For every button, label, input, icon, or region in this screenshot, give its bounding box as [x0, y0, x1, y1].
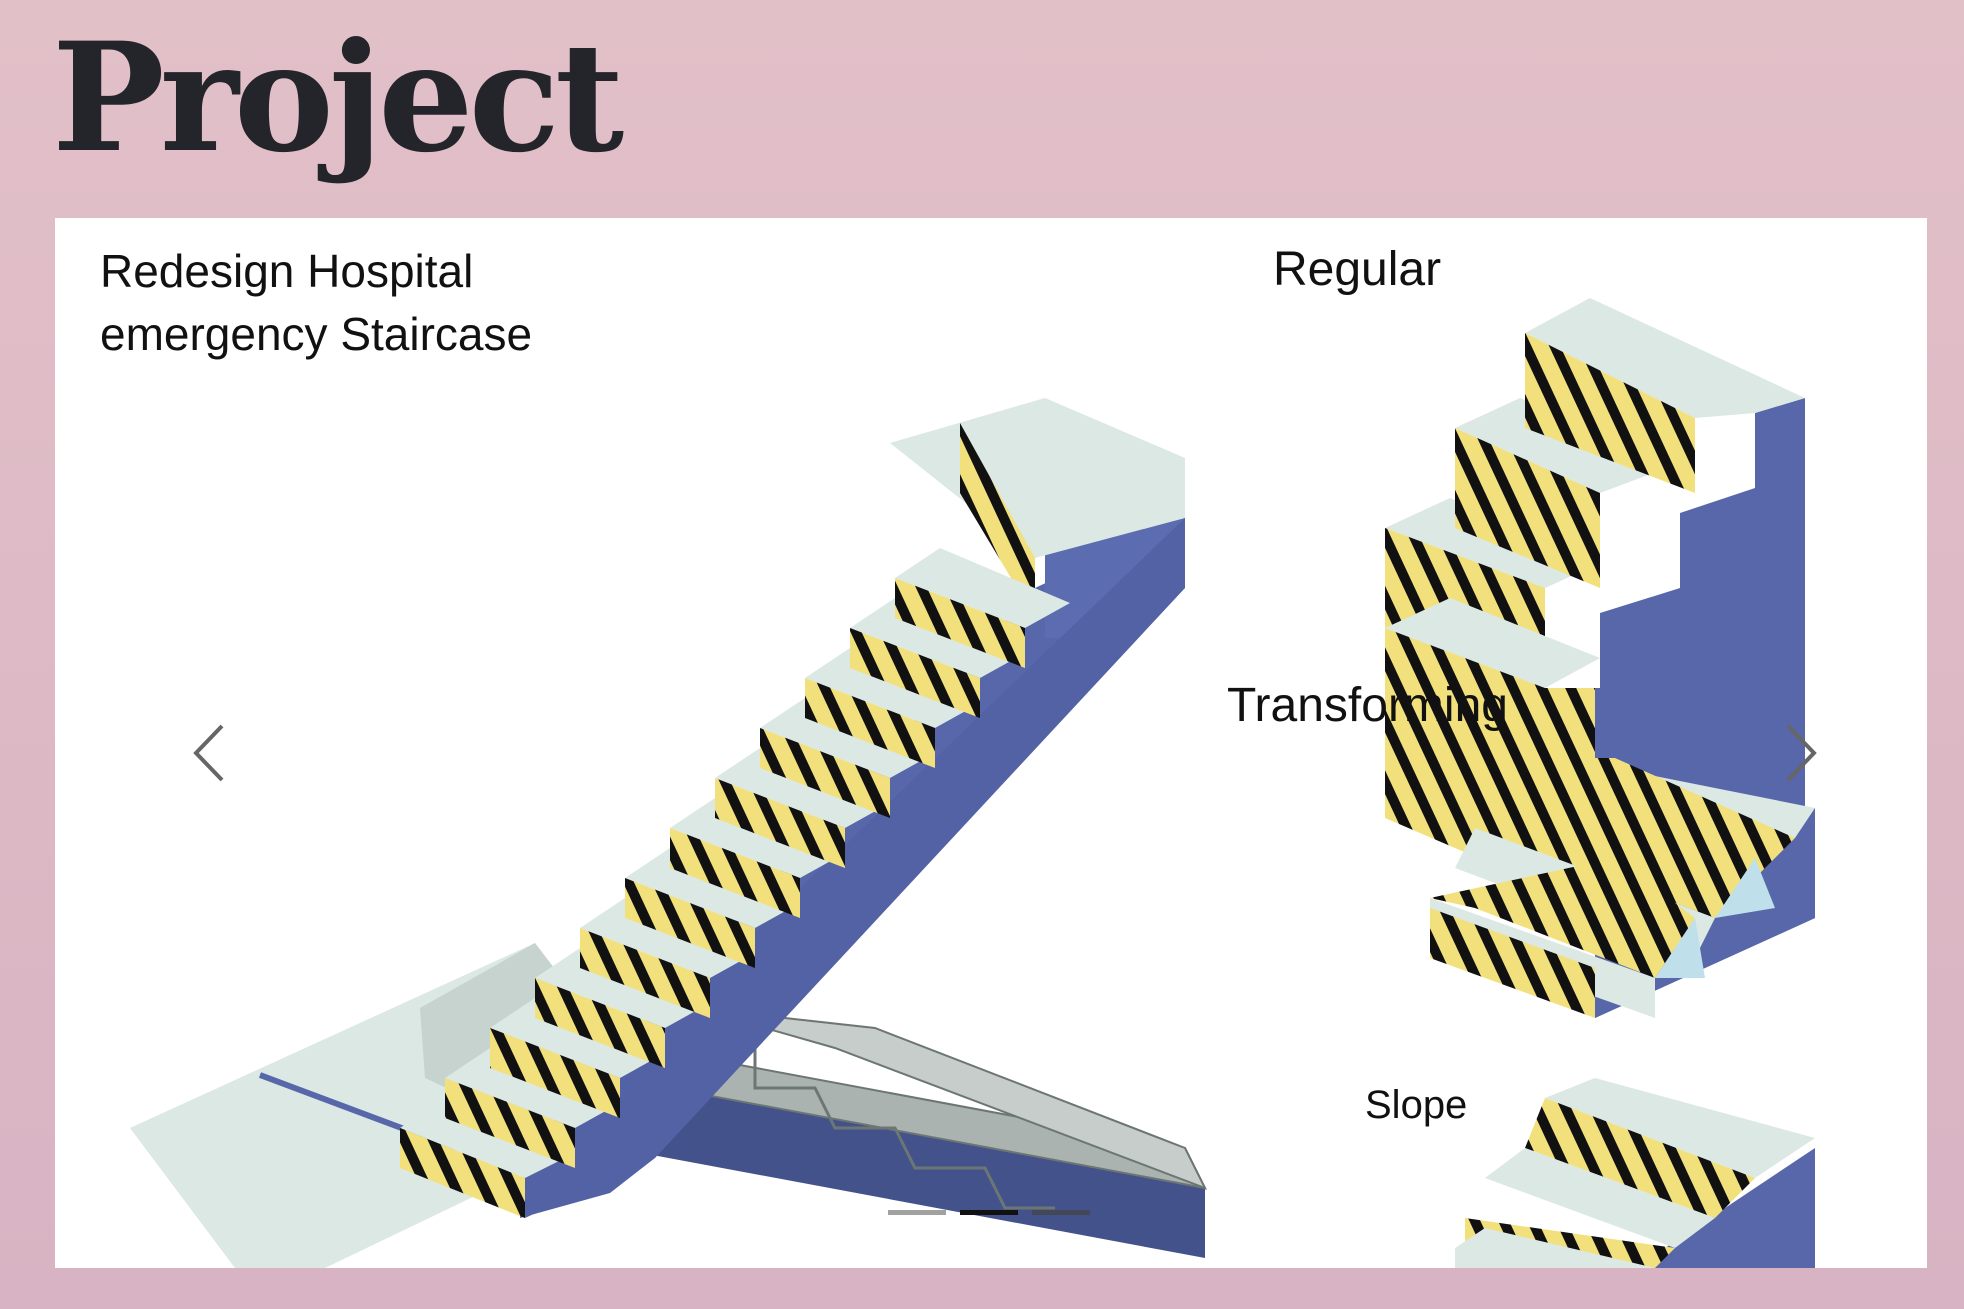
carousel-next-button[interactable]: [1765, 708, 1835, 798]
page-title: Project: [52, 10, 624, 186]
chevron-right-icon: [1786, 724, 1817, 782]
image-carousel[interactable]: Redesign Hospital emergency Staircase Re…: [55, 218, 1927, 1268]
chevron-left-icon: [193, 724, 224, 782]
carousel-indicators: [888, 1210, 1090, 1215]
carousel-indicator[interactable]: [1032, 1210, 1090, 1215]
caption-slope: Slope: [1365, 1083, 1468, 1127]
caption-transforming: Transforming: [1227, 679, 1508, 732]
staircase-illustration: [130, 298, 1815, 1268]
slope-stair: [1455, 1078, 1815, 1268]
caption-regular: Regular: [1273, 243, 1442, 296]
carousel-indicator[interactable]: [960, 1210, 1018, 1215]
slide-caption-main: Redesign Hospital emergency Staircase: [100, 245, 533, 360]
transforming-stair: [1430, 758, 1815, 1018]
carousel-indicator[interactable]: [888, 1210, 946, 1215]
carousel-prev-button[interactable]: [175, 708, 245, 798]
main-staircase: [400, 398, 1185, 1218]
